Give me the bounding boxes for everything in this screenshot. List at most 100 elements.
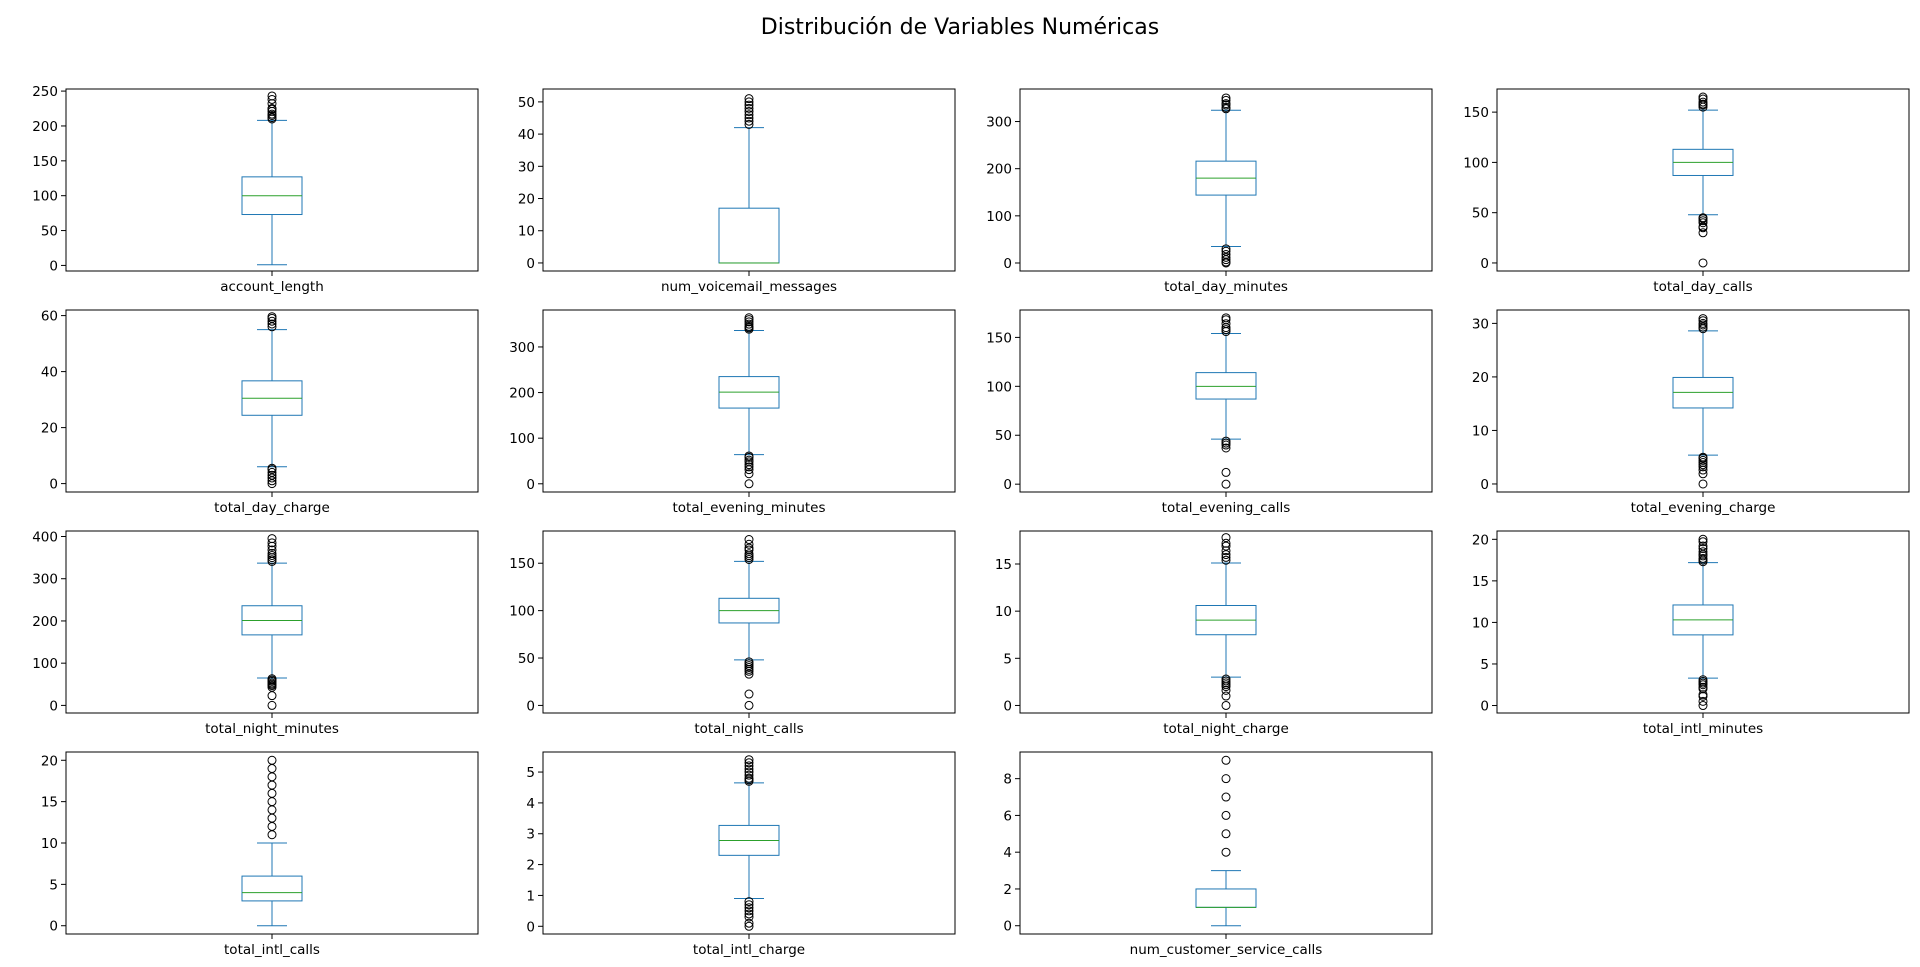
outlier-point xyxy=(267,109,277,119)
y-tick-label: 10 xyxy=(1472,615,1489,631)
outlier-point xyxy=(267,805,277,815)
outlier-point xyxy=(1698,452,1708,462)
outlier-point xyxy=(744,758,754,768)
y-tick-label: 6 xyxy=(1003,808,1012,824)
outlier-point xyxy=(267,470,277,480)
outlier-point xyxy=(1221,847,1231,857)
outlier-point xyxy=(744,689,754,699)
outlier-point xyxy=(1698,675,1708,685)
boxplot-num_voicemail_messages: 0 10 20 30 40 50 num_voicemail_messages xyxy=(518,88,956,295)
outlier-point xyxy=(744,897,754,907)
y-tick-label: 100 xyxy=(1463,155,1489,171)
boxplot-account_length: 0 50 100 150 200 250 account_length xyxy=(32,84,479,295)
outlier-point xyxy=(267,755,277,765)
outlier-point xyxy=(744,451,754,461)
y-tick-label: 300 xyxy=(509,340,535,356)
outlier-point xyxy=(744,755,754,765)
outlier-point xyxy=(744,909,754,919)
y-tick-label: 50 xyxy=(41,224,58,240)
outlier-point xyxy=(1221,555,1231,565)
outlier-point xyxy=(744,455,754,465)
outlier-point xyxy=(267,534,277,544)
y-tick-label: 0 xyxy=(526,256,535,272)
x-tick-label: total_evening_minutes xyxy=(672,500,825,516)
y-tick-label: 0 xyxy=(49,258,58,274)
outlier-point xyxy=(1698,314,1708,324)
x-tick-label: total_day_calls xyxy=(1653,279,1752,295)
x-tick-label: account_length xyxy=(220,279,324,295)
boxplot-total_day_calls: 0 50 100 150 total_day_calls xyxy=(1463,88,1910,295)
y-tick-label: 40 xyxy=(41,365,58,381)
y-tick-label: 50 xyxy=(518,95,535,111)
y-tick-label: 2 xyxy=(526,858,535,874)
outlier-point xyxy=(1698,92,1708,102)
outlier-point xyxy=(267,104,277,114)
y-tick-label: 20 xyxy=(1472,532,1489,548)
outlier-point xyxy=(1698,682,1708,692)
boxplot-total_day_minutes: 0 100 200 300 total_day_minutes xyxy=(986,88,1433,295)
outlier-point xyxy=(1698,469,1708,479)
y-tick-label: 8 xyxy=(1003,772,1012,788)
outlier-point xyxy=(267,813,277,823)
outlier-point xyxy=(744,110,754,120)
x-tick-label: num_customer_service_calls xyxy=(1130,942,1323,958)
outlier-point xyxy=(1221,533,1231,543)
outlier-point xyxy=(744,97,754,107)
y-tick-label: 0 xyxy=(1480,256,1489,272)
y-tick-label: 10 xyxy=(41,836,58,852)
outlier-point xyxy=(1221,792,1231,802)
outlier-point xyxy=(1698,258,1708,268)
axes-frame xyxy=(1019,751,1433,935)
outlier-point xyxy=(744,469,754,479)
y-tick-label: 3 xyxy=(526,827,535,843)
outlier-point xyxy=(1221,95,1231,105)
y-tick-label: 300 xyxy=(986,115,1012,131)
y-tick-label: 300 xyxy=(32,572,58,588)
outlier-point xyxy=(744,321,754,331)
x-tick-label: total_day_charge xyxy=(214,500,330,516)
outlier-point xyxy=(1221,99,1231,109)
outlier-point xyxy=(1698,534,1708,544)
axes-frame xyxy=(542,530,956,714)
outlier-point xyxy=(1221,436,1231,446)
y-tick-label: 0 xyxy=(526,698,535,714)
y-tick-label: 200 xyxy=(32,119,58,135)
outlier-point xyxy=(744,921,754,931)
outlier-point xyxy=(267,764,277,774)
y-tick-label: 20 xyxy=(1472,370,1489,386)
outlier-point xyxy=(744,103,754,113)
y-tick-label: 20 xyxy=(41,421,58,437)
y-tick-label: 0 xyxy=(1480,477,1489,493)
outlier-point xyxy=(267,788,277,798)
y-tick-label: 100 xyxy=(509,431,535,447)
outlier-point xyxy=(1221,700,1231,710)
outlier-point xyxy=(267,830,277,840)
y-tick-label: 0 xyxy=(1003,477,1012,493)
outlier-point xyxy=(744,657,754,667)
y-tick-label: 150 xyxy=(509,556,535,572)
y-tick-label: 0 xyxy=(526,919,535,935)
y-tick-label: 150 xyxy=(986,330,1012,346)
outlier-point xyxy=(267,797,277,807)
outlier-point xyxy=(1221,674,1231,684)
outlier-point xyxy=(267,91,277,101)
y-tick-label: 200 xyxy=(32,614,58,630)
y-tick-label: 4 xyxy=(526,796,535,812)
outlier-point xyxy=(1221,313,1231,323)
x-tick-label: total_night_calls xyxy=(694,721,803,737)
outlier-point xyxy=(267,312,277,322)
outlier-point xyxy=(1221,438,1231,448)
x-tick-label: total_night_charge xyxy=(1163,721,1289,737)
outlier-point xyxy=(1221,93,1231,103)
y-tick-label: 0 xyxy=(49,698,58,714)
x-tick-label: total_night_minutes xyxy=(205,721,339,737)
x-tick-label: num_voicemail_messages xyxy=(661,279,837,295)
outlier-point xyxy=(1698,213,1708,223)
outlier-point xyxy=(1698,322,1708,332)
outlier-point xyxy=(1698,97,1708,107)
y-tick-label: 0 xyxy=(1480,699,1489,715)
subplots-grid: 050100150200250account_length01020304050… xyxy=(32,84,1910,958)
outlier-point xyxy=(1221,102,1231,112)
y-tick-label: 0 xyxy=(1003,256,1012,272)
